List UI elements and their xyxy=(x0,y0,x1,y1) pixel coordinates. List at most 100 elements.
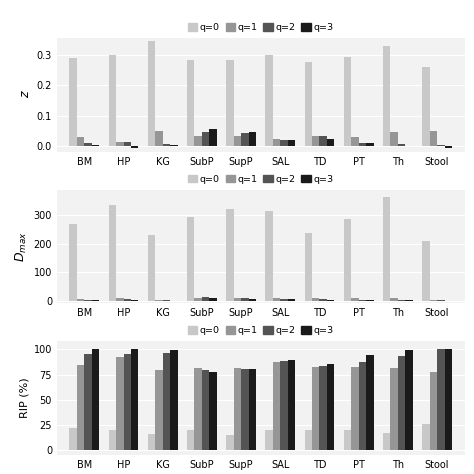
Bar xyxy=(312,367,319,450)
Bar xyxy=(305,62,312,146)
Bar xyxy=(383,433,391,450)
Bar xyxy=(398,300,405,301)
Y-axis label: RIP (%): RIP (%) xyxy=(19,378,29,419)
Bar xyxy=(445,146,452,148)
Bar xyxy=(265,55,273,146)
Bar xyxy=(288,140,295,146)
Bar xyxy=(422,424,429,450)
Bar xyxy=(305,430,312,450)
Bar xyxy=(398,144,405,146)
Bar xyxy=(429,373,437,450)
Bar xyxy=(202,132,210,146)
Bar xyxy=(429,131,437,146)
Bar xyxy=(248,369,256,450)
Bar xyxy=(391,132,398,146)
Bar xyxy=(131,300,138,301)
Bar xyxy=(226,209,234,301)
Bar xyxy=(69,58,77,146)
Bar xyxy=(155,131,163,146)
Bar xyxy=(241,369,248,450)
Bar xyxy=(366,143,374,146)
Bar xyxy=(398,356,405,450)
Bar xyxy=(84,143,92,146)
Bar xyxy=(327,300,334,301)
Bar xyxy=(92,145,99,146)
Bar xyxy=(288,299,295,301)
Bar xyxy=(273,298,280,301)
Bar xyxy=(234,298,241,301)
Bar xyxy=(391,298,398,301)
Bar xyxy=(148,41,155,146)
Bar xyxy=(437,300,445,301)
Bar xyxy=(405,350,413,450)
Bar xyxy=(116,298,124,301)
Bar xyxy=(273,363,280,450)
Legend: q=0, q=1, q=2, q=3: q=0, q=1, q=2, q=3 xyxy=(188,174,334,184)
Bar xyxy=(344,430,351,450)
Bar xyxy=(155,300,163,301)
Bar xyxy=(437,145,445,146)
Bar xyxy=(116,142,124,146)
Bar xyxy=(383,197,391,301)
Bar xyxy=(234,136,241,146)
Bar xyxy=(187,60,194,146)
Bar xyxy=(445,349,452,450)
Bar xyxy=(359,300,366,301)
Bar xyxy=(422,241,429,301)
Bar xyxy=(366,300,374,301)
Bar xyxy=(210,298,217,301)
Bar xyxy=(288,360,295,450)
Bar xyxy=(77,365,84,450)
Bar xyxy=(319,366,327,450)
Bar xyxy=(319,137,327,146)
Bar xyxy=(359,143,366,146)
Bar xyxy=(351,367,359,450)
Bar xyxy=(92,349,99,450)
Bar xyxy=(92,300,99,301)
Bar xyxy=(155,371,163,450)
Bar xyxy=(226,60,234,146)
Bar xyxy=(437,349,445,450)
Bar xyxy=(194,298,202,301)
Bar xyxy=(170,350,178,450)
Bar xyxy=(327,365,334,450)
Bar xyxy=(194,368,202,450)
Bar xyxy=(344,57,351,146)
Bar xyxy=(344,219,351,301)
Bar xyxy=(312,298,319,301)
Bar xyxy=(351,298,359,301)
Bar xyxy=(109,205,116,301)
Bar xyxy=(280,361,288,450)
Bar xyxy=(234,368,241,450)
Bar xyxy=(202,371,210,450)
Bar xyxy=(69,428,77,450)
Bar xyxy=(77,137,84,146)
Bar xyxy=(248,132,256,146)
Bar xyxy=(109,55,116,146)
Bar xyxy=(248,299,256,301)
Bar xyxy=(359,363,366,450)
Bar xyxy=(305,233,312,301)
Bar xyxy=(163,300,170,301)
Bar xyxy=(210,129,217,146)
Bar xyxy=(131,146,138,148)
Bar xyxy=(148,235,155,301)
Bar xyxy=(194,136,202,146)
Y-axis label: z: z xyxy=(19,91,33,98)
Bar xyxy=(391,368,398,450)
Bar xyxy=(163,144,170,146)
Bar xyxy=(77,299,84,301)
Bar xyxy=(366,356,374,450)
Bar xyxy=(124,355,131,450)
Bar xyxy=(210,373,217,450)
Bar xyxy=(84,355,92,450)
Bar xyxy=(327,138,334,146)
Bar xyxy=(429,300,437,301)
Bar xyxy=(383,46,391,146)
Bar xyxy=(116,357,124,450)
Bar xyxy=(280,140,288,146)
Bar xyxy=(124,300,131,301)
Bar xyxy=(148,434,155,450)
Bar xyxy=(280,299,288,301)
Bar xyxy=(312,136,319,146)
